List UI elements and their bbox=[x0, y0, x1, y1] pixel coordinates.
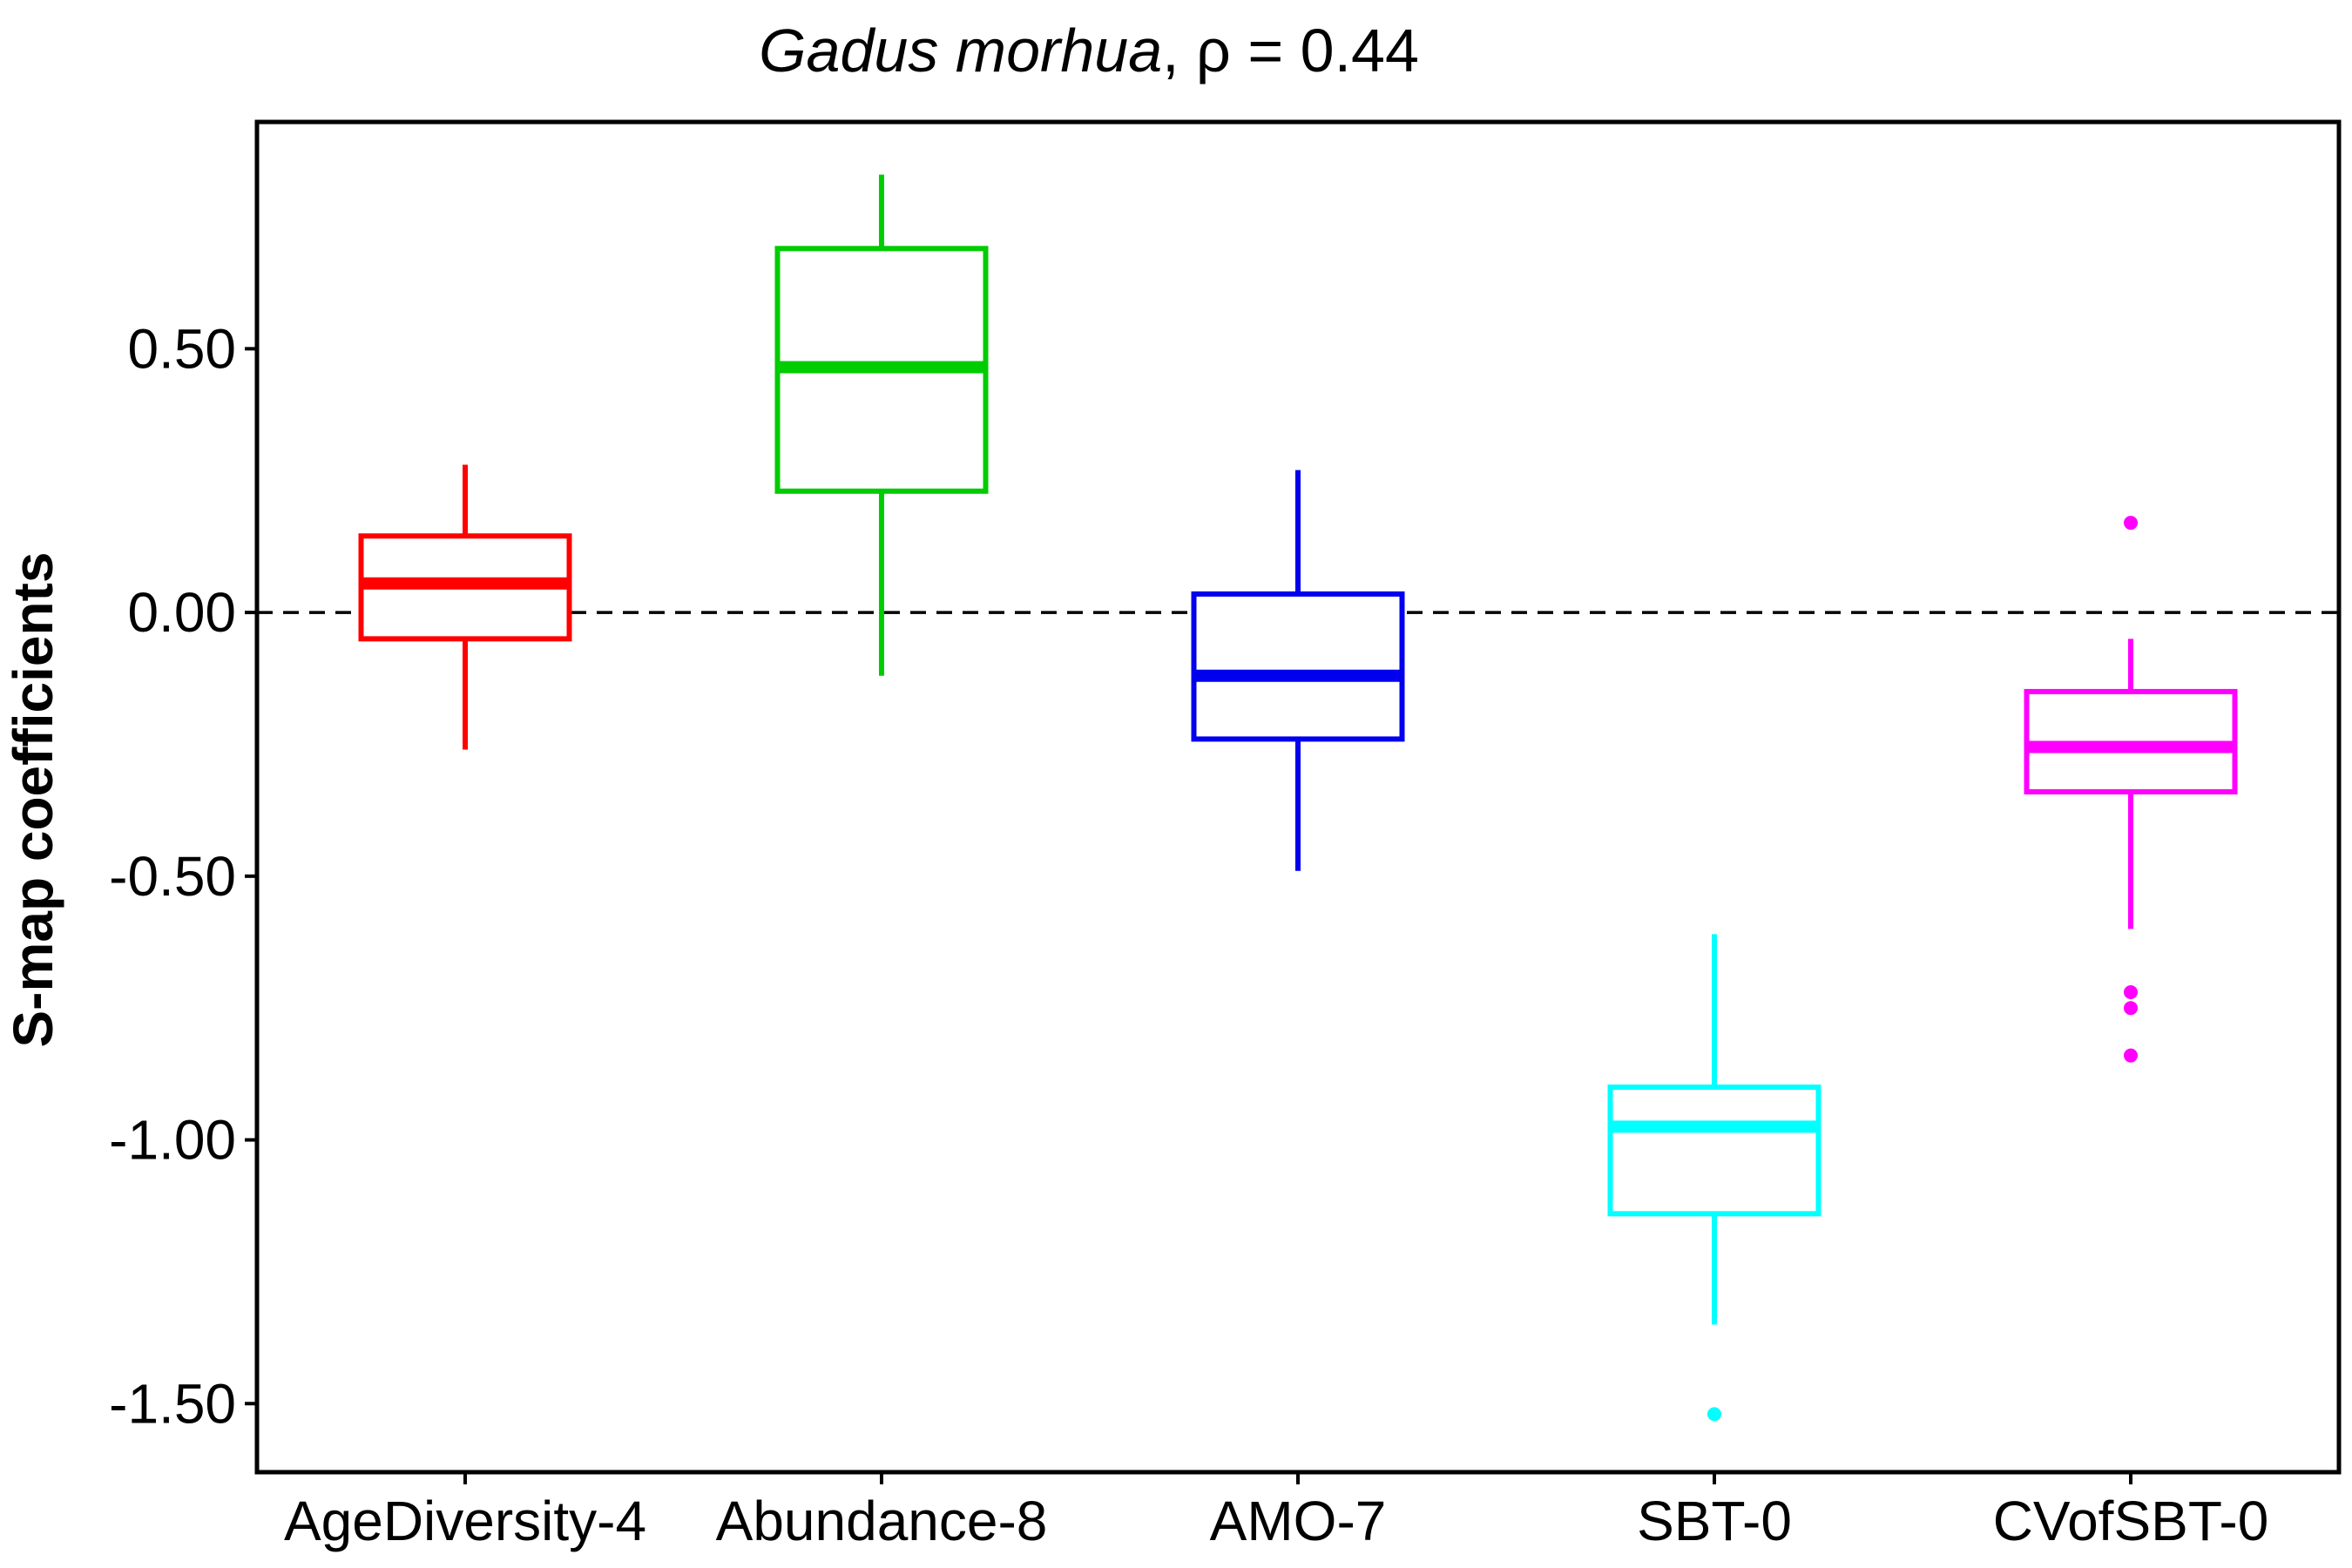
chart-title-italic: Gadus morhua bbox=[759, 17, 1162, 84]
x-tick-label: CVofSBT-0 bbox=[1993, 1490, 2269, 1552]
y-tick-label: 0.00 bbox=[127, 581, 236, 644]
x-tick-label: SBT-0 bbox=[1637, 1490, 1792, 1552]
y-axis-title: S-map coefficients bbox=[2, 551, 64, 1047]
x-tick-label: AgeDiversity-4 bbox=[284, 1490, 646, 1552]
outlier-point bbox=[2124, 1048, 2138, 1063]
outlier-point bbox=[2124, 516, 2138, 531]
box-iqr bbox=[1607, 1085, 1821, 1217]
x-tick-label: AMO-7 bbox=[1210, 1490, 1387, 1552]
box-iqr bbox=[1191, 591, 1405, 742]
y-tick-label: 0.50 bbox=[127, 317, 236, 380]
outlier-point bbox=[1707, 1407, 1721, 1422]
y-tick-label: -1.00 bbox=[109, 1109, 236, 1172]
outlier-point bbox=[2124, 985, 2138, 1000]
x-tick-label: Abundance-8 bbox=[716, 1490, 1048, 1552]
y-tick-label: -1.50 bbox=[109, 1372, 236, 1435]
outlier-point bbox=[2124, 1001, 2138, 1016]
plot-frame bbox=[254, 119, 2342, 1475]
chart-title: Gadus morhua, ρ = 0.44 bbox=[759, 17, 1419, 84]
chart-title-rest: , ρ = 0.44 bbox=[1162, 17, 1419, 84]
y-tick-label: -0.50 bbox=[109, 845, 236, 908]
plot-area: 0.50 0.00 -0.50 -1.00 -1.50 AgeDiversity-4 Abu… bbox=[109, 119, 2342, 1552]
